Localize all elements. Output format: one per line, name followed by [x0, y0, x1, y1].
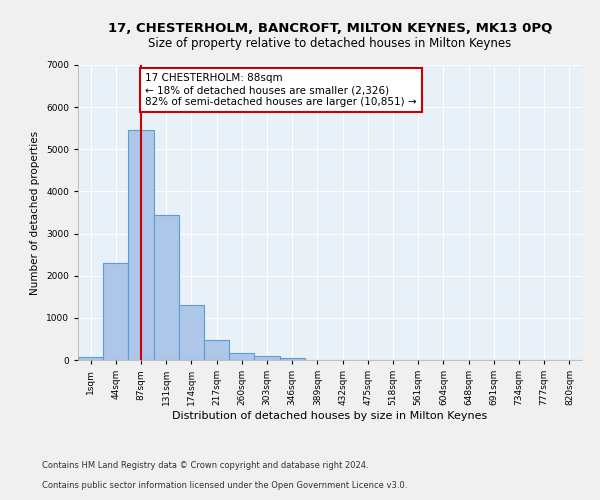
Text: Contains HM Land Registry data © Crown copyright and database right 2024.: Contains HM Land Registry data © Crown c…: [42, 461, 368, 470]
Text: 17 CHESTERHOLM: 88sqm
← 18% of detached houses are smaller (2,326)
82% of semi-d: 17 CHESTERHOLM: 88sqm ← 18% of detached …: [145, 74, 416, 106]
Bar: [128, 130, 154, 360]
Bar: [179, 305, 204, 360]
Bar: [204, 340, 229, 360]
Bar: [280, 358, 305, 360]
X-axis label: Distribution of detached houses by size in Milton Keynes: Distribution of detached houses by size …: [172, 411, 488, 421]
Text: 17, CHESTERHOLM, BANCROFT, MILTON KEYNES, MK13 0PQ: 17, CHESTERHOLM, BANCROFT, MILTON KEYNES…: [108, 22, 552, 36]
Bar: [229, 354, 254, 360]
Bar: [103, 263, 128, 360]
Text: Size of property relative to detached houses in Milton Keynes: Size of property relative to detached ho…: [148, 38, 512, 51]
Bar: [254, 356, 280, 360]
Text: Contains public sector information licensed under the Open Government Licence v3: Contains public sector information licen…: [42, 481, 407, 490]
Bar: [154, 215, 179, 360]
Bar: [78, 357, 103, 360]
Y-axis label: Number of detached properties: Number of detached properties: [31, 130, 40, 294]
